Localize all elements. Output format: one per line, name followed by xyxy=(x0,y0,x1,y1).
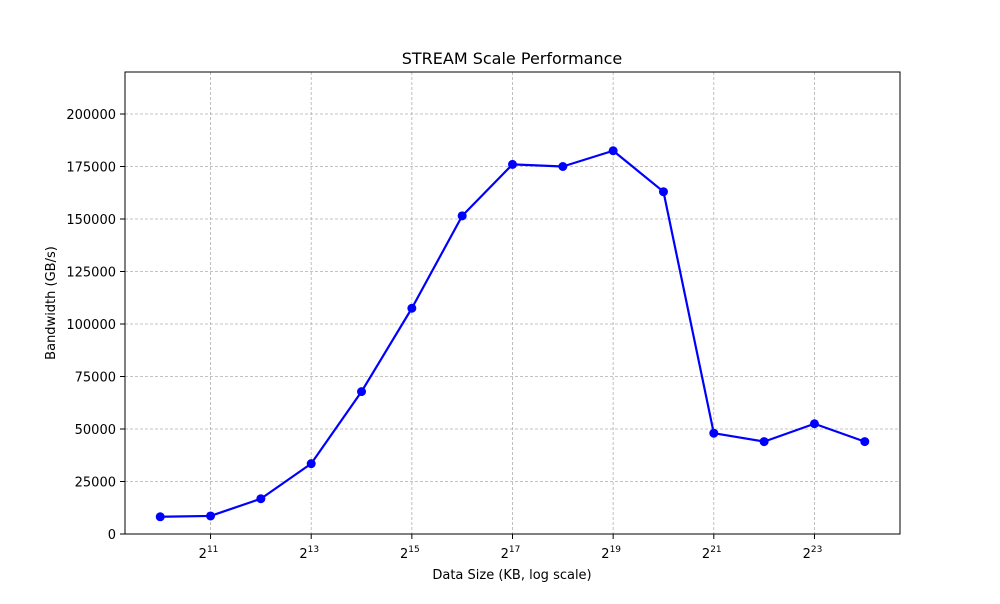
x-tick-exponent: 19 xyxy=(610,545,622,555)
data-point xyxy=(457,211,467,221)
x-tick-base: 2 xyxy=(803,547,811,562)
x-tick-label: 217 xyxy=(501,545,521,562)
x-tick-label: 223 xyxy=(803,545,823,562)
x-tick-exponent: 23 xyxy=(811,545,822,555)
data-point xyxy=(558,162,568,171)
data-point xyxy=(155,512,165,522)
x-axis-label: Data Size (KB, log scale) xyxy=(432,568,591,583)
y-tick-label: 0 xyxy=(108,528,116,543)
y-axis-label: Bandwidth (GB/s) xyxy=(44,246,59,360)
data-point xyxy=(206,511,216,521)
y-tick-label: 50000 xyxy=(75,423,116,438)
data-point xyxy=(508,159,517,169)
data-point xyxy=(860,437,870,447)
x-tick-base: 2 xyxy=(601,547,609,562)
data-point xyxy=(759,437,769,447)
data-point xyxy=(658,187,668,197)
x-tick-label: 215 xyxy=(400,545,420,562)
chart-title: STREAM Scale Performance xyxy=(402,49,623,68)
y-tick-label: 125000 xyxy=(66,266,116,281)
x-tick-label: 213 xyxy=(299,545,319,562)
x-tick-base: 2 xyxy=(702,547,710,562)
data-point xyxy=(608,146,618,156)
series-layer xyxy=(155,146,870,522)
data-point xyxy=(809,419,819,429)
x-tick-label: 211 xyxy=(199,545,219,562)
y-tick-label: 25000 xyxy=(75,476,116,491)
data-point xyxy=(357,387,367,397)
y-tick-label: 150000 xyxy=(66,213,116,228)
x-tick-exponent: 17 xyxy=(509,545,520,555)
x-tick-base: 2 xyxy=(400,547,408,562)
x-tick-exponent: 21 xyxy=(710,545,721,555)
x-tick-exponent: 15 xyxy=(408,545,419,555)
x-tick-base: 2 xyxy=(199,547,207,562)
x-tick-base: 2 xyxy=(299,547,307,562)
y-tick-label: 200000 xyxy=(66,108,116,123)
y-tick-label: 175000 xyxy=(66,161,116,176)
data-point xyxy=(709,428,719,438)
x-tick-base: 2 xyxy=(501,547,509,562)
y-tick-label: 75000 xyxy=(75,371,116,386)
x-tick-label: 219 xyxy=(601,545,621,562)
data-point xyxy=(306,459,316,469)
y-axis-ticks: 0 25000 50000 75000 100000 125000 150000 175000… xyxy=(66,108,125,543)
x-tick-exponent: 13 xyxy=(308,545,319,555)
y-tick-label: 100000 xyxy=(66,318,116,333)
x-axis-ticks: 211 213 215 217 219 221 223 xyxy=(199,534,823,562)
x-tick-exponent: 11 xyxy=(207,545,218,555)
data-point xyxy=(407,303,417,313)
grid-lines xyxy=(125,72,900,535)
x-tick-label: 221 xyxy=(702,545,722,562)
data-point xyxy=(256,494,266,504)
